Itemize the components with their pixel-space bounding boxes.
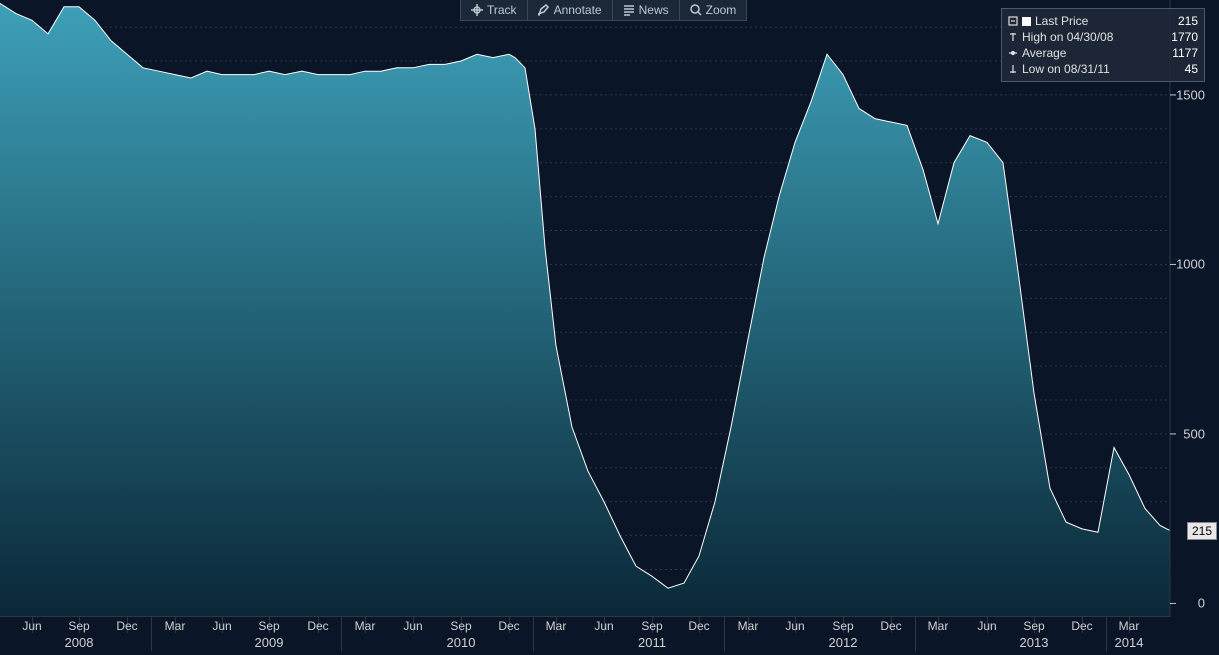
x-minor-label: Jun	[212, 619, 231, 633]
minus-icon	[1008, 16, 1018, 26]
last-price-tag: 215	[1187, 522, 1217, 540]
legend-average: Average 1177	[1008, 45, 1198, 61]
x-year-tick	[1106, 617, 1107, 651]
legend-low: Low on 08/31/11 45	[1008, 61, 1198, 77]
x-minor-label: Sep	[1023, 619, 1044, 633]
x-minor-label: Mar	[355, 619, 376, 633]
x-minor-label: Dec	[116, 619, 137, 633]
zoom-button[interactable]: Zoom	[680, 0, 747, 20]
low-label: Low on 08/31/11	[1022, 61, 1110, 77]
high-value: 1770	[1171, 29, 1198, 45]
x-minor-label: Sep	[68, 619, 89, 633]
last-price-value: 215	[1178, 13, 1198, 29]
chart-legend: Last Price 215 High on 04/30/08 1770 Ave…	[1001, 8, 1205, 82]
x-major-label: 2010	[447, 635, 476, 650]
x-major-label: 2011	[638, 635, 666, 650]
x-minor-label: Dec	[307, 619, 328, 633]
x-year-tick	[341, 617, 342, 651]
y-tick-label: 500	[1183, 426, 1205, 441]
x-minor-label: Jun	[22, 619, 41, 633]
x-major-label: 2012	[829, 635, 858, 650]
x-year-tick	[915, 617, 916, 651]
y-tick-label: 1500	[1176, 87, 1205, 102]
news-icon	[623, 4, 635, 16]
x-minor-label: Dec	[880, 619, 901, 633]
x-minor-label: Mar	[546, 619, 567, 633]
x-minor-label: Dec	[688, 619, 709, 633]
average-value: 1177	[1172, 45, 1198, 61]
x-year-tick	[724, 617, 725, 651]
average-icon	[1008, 48, 1018, 58]
low-icon	[1008, 64, 1018, 74]
x-minor-label: Mar	[165, 619, 186, 633]
x-minor-label: Sep	[641, 619, 662, 633]
y-tick-label: 0	[1198, 596, 1205, 611]
x-minor-label: Jun	[594, 619, 613, 633]
x-year-tick	[151, 617, 152, 651]
x-minor-label: Jun	[977, 619, 996, 633]
legend-high: High on 04/30/08 1770	[1008, 29, 1198, 45]
series-color-icon	[1022, 17, 1031, 26]
x-axis: Jun Sep Dec Mar Jun Sep Dec Mar Jun Sep Dec Mar Jun S…	[0, 616, 1170, 655]
last-price-label: Last Price	[1035, 13, 1088, 29]
x-minor-label: Jun	[785, 619, 804, 633]
x-major-label: 2008	[65, 635, 94, 650]
high-icon	[1008, 32, 1018, 42]
x-minor-label: Sep	[450, 619, 471, 633]
news-button[interactable]: News	[613, 0, 680, 20]
y-tick-label: 1000	[1176, 257, 1205, 272]
annotate-icon	[538, 4, 550, 16]
legend-last-price: Last Price 215	[1008, 13, 1198, 29]
x-minor-label: Jun	[403, 619, 422, 633]
chart-toolbar: Track Annotate News Zoom	[460, 0, 747, 21]
x-minor-label: Sep	[258, 619, 279, 633]
low-value: 45	[1185, 61, 1198, 77]
x-year-tick	[533, 617, 534, 651]
x-major-label: 2009	[255, 635, 284, 650]
track-icon	[471, 4, 483, 16]
x-minor-label: Mar	[1119, 619, 1140, 633]
x-minor-label: Mar	[928, 619, 949, 633]
track-label: Track	[487, 3, 517, 17]
high-label: High on 04/30/08	[1022, 29, 1113, 45]
x-minor-label: Dec	[498, 619, 519, 633]
news-label: News	[639, 3, 669, 17]
x-minor-label: Sep	[832, 619, 853, 633]
x-minor-label: Dec	[1071, 619, 1092, 633]
price-chart	[0, 0, 1219, 655]
zoom-label: Zoom	[706, 3, 737, 17]
x-minor-label: Mar	[738, 619, 759, 633]
zoom-icon	[690, 4, 702, 16]
annotate-button[interactable]: Annotate	[528, 0, 613, 20]
x-major-label: 2014	[1115, 635, 1144, 650]
annotate-label: Annotate	[554, 3, 602, 17]
average-label: Average	[1022, 45, 1066, 61]
x-major-label: 2013	[1020, 635, 1049, 650]
track-button[interactable]: Track	[461, 0, 528, 20]
